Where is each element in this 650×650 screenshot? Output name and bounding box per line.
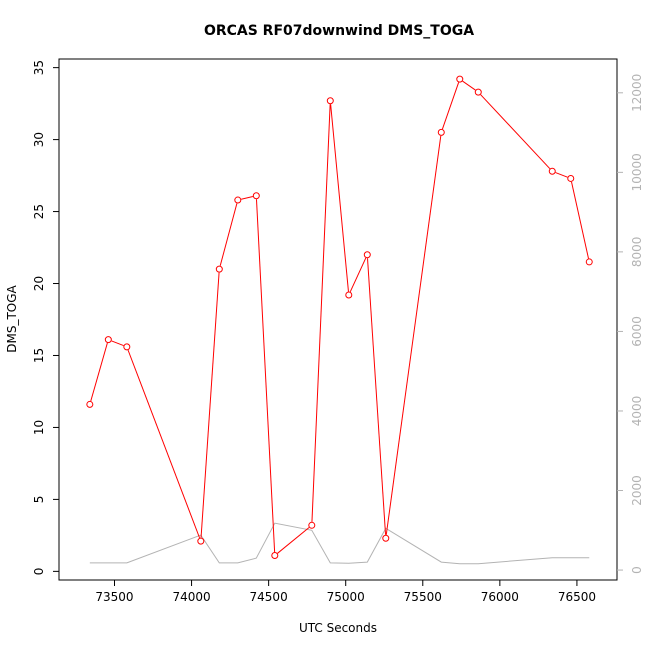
y-tick-label: 15	[32, 348, 46, 363]
primary-series-segment	[90, 342, 108, 402]
data-point	[345, 291, 353, 299]
x-tick-label: 73500	[95, 590, 133, 604]
primary-series-segment	[277, 527, 310, 554]
data-point	[567, 174, 575, 182]
data-point	[252, 192, 260, 200]
data-point	[271, 552, 279, 560]
data-point	[197, 537, 205, 545]
data-point	[363, 251, 371, 259]
primary-series-segment	[200, 272, 220, 538]
data-point	[382, 534, 390, 542]
x-tick-label: 75500	[404, 590, 442, 604]
primary-series-segment	[330, 104, 349, 292]
data-point	[437, 128, 445, 136]
data-point	[234, 196, 242, 204]
y-axis-left: 0 5 10 15 20 25 30 35	[32, 60, 59, 575]
chart-title: ORCAS RF07downwind DMS_TOGA	[204, 23, 474, 39]
data-point	[474, 88, 482, 96]
primary-series-segment	[255, 199, 276, 553]
data-point	[308, 521, 316, 529]
data-point	[215, 265, 223, 273]
data-point	[326, 97, 334, 105]
y2-tick-label: 4000	[630, 396, 644, 427]
x-tick-label: 76000	[481, 590, 519, 604]
secondary-series-line	[89, 522, 590, 565]
y-tick-label: 10	[32, 420, 46, 435]
y2-tick-label: 12000	[630, 74, 644, 112]
x-tick-label: 75000	[327, 590, 365, 604]
primary-series-segment	[441, 82, 460, 130]
x-tick-label: 74000	[172, 590, 210, 604]
primary-series-segment	[462, 80, 476, 91]
x-axis-title: UTC Seconds	[299, 621, 377, 635]
x-tick-label: 76500	[558, 590, 596, 604]
x-tick-label: 74500	[250, 590, 288, 604]
primary-series-segment	[555, 172, 568, 178]
plot-frame	[58, 58, 618, 581]
data-point	[104, 336, 112, 344]
primary-series-segment	[127, 349, 201, 539]
y2-tick-label: 0	[630, 566, 644, 574]
y-axis-right: 0 2000 4000 6000 8000 10000 12000	[617, 74, 644, 574]
y2-tick-label: 2000	[630, 475, 644, 506]
y-tick-label: 35	[32, 60, 46, 75]
y2-tick-label: 8000	[630, 237, 644, 268]
primary-series-segment	[367, 258, 387, 535]
y2-tick-label: 6000	[630, 316, 644, 347]
primary-series-segment	[241, 196, 254, 200]
data-point	[548, 167, 556, 175]
y-tick-label: 0	[32, 568, 46, 576]
data-point	[585, 258, 593, 266]
x-axis: 73500 74000 74500 75000 75500 76000 76500	[95, 580, 596, 604]
primary-series-segment	[311, 104, 331, 522]
y2-tick-label: 10000	[630, 153, 644, 191]
y-tick-label: 20	[32, 276, 46, 291]
primary-series-segment	[385, 135, 442, 535]
data-point	[86, 400, 94, 408]
primary-series-segment	[571, 181, 589, 259]
y-tick-label: 5	[32, 496, 46, 504]
y-axis-title: DMS_TOGA	[5, 284, 19, 352]
primary-series	[86, 75, 593, 560]
primary-series-segment	[480, 94, 551, 170]
data-point	[123, 343, 131, 351]
data-point	[456, 75, 464, 83]
primary-series-segment	[349, 257, 367, 293]
primary-series-segment	[219, 203, 238, 266]
secondary-series	[89, 522, 590, 565]
y-tick-label: 25	[32, 204, 46, 219]
primary-series-segment	[111, 340, 124, 347]
y-tick-label: 30	[32, 132, 46, 147]
